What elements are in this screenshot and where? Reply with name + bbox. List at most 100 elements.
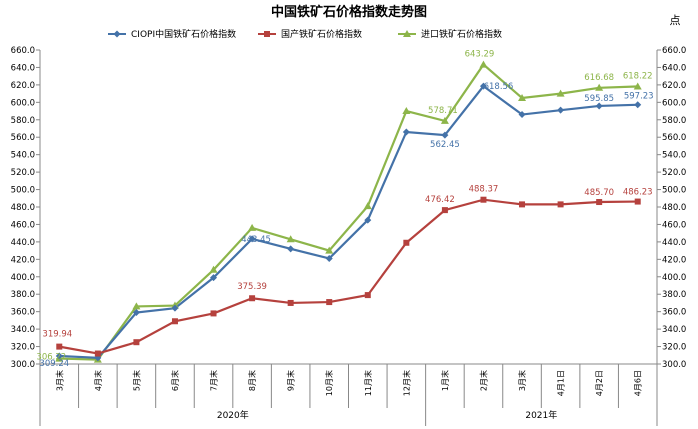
data-point — [402, 107, 411, 115]
data-point — [209, 265, 218, 273]
data-point — [518, 93, 527, 101]
data-point — [325, 254, 333, 262]
data-label: 597.23 — [624, 92, 654, 102]
y-tick-label: 360.0 — [662, 308, 686, 318]
y-tick-label: 420.0 — [11, 255, 35, 265]
y-tick-label: 440.0 — [662, 238, 686, 248]
y-tick-label: 380.0 — [662, 290, 686, 300]
y-tick-label: 440.0 — [11, 238, 35, 248]
y-tick-label: 660.0 — [662, 46, 686, 56]
y-tick-label: 300.0 — [662, 360, 686, 370]
y-tick-label: 600.0 — [11, 98, 35, 108]
data-point — [595, 102, 603, 110]
data-label: 643.29 — [465, 50, 495, 60]
y-tick-label: 540.0 — [662, 151, 686, 161]
x-category-label: 4月末 — [93, 370, 103, 391]
data-point — [557, 201, 564, 208]
y-tick-label: 340.0 — [11, 325, 35, 335]
y-tick-label: 500.0 — [662, 186, 686, 196]
data-point — [325, 246, 334, 254]
data-label: 486.23 — [623, 188, 653, 198]
x-category-label: 10月末 — [324, 370, 334, 396]
data-label: 476.42 — [425, 195, 455, 205]
data-labels: 309.24 443.45 562.45 618.56 595.85 597.23 319.… — [36, 50, 653, 369]
legend-label: 国产铁矿石价格指数 — [281, 28, 362, 40]
y-axis-left: 300.0 320.0 340.0 360.0 380.0 400.0 420.0 440.0… — [11, 46, 41, 370]
data-point — [113, 30, 121, 38]
x-category-label: 1月末 — [440, 370, 450, 391]
y-tick-label: 340.0 — [662, 325, 686, 335]
data-label: 375.39 — [237, 282, 267, 292]
data-point — [402, 128, 410, 136]
x-category-label: 2月末 — [478, 370, 488, 391]
data-point — [55, 352, 63, 360]
data-point — [556, 89, 565, 97]
y-tick-label: 640.0 — [662, 63, 686, 73]
y-tick-label: 640.0 — [11, 63, 35, 73]
y-tick-label: 400.0 — [11, 273, 35, 283]
series-line — [59, 62, 638, 361]
data-point — [210, 274, 218, 282]
y-tick-label: 320.0 — [11, 343, 35, 353]
data-point — [441, 207, 448, 214]
data-point — [363, 202, 372, 210]
data-point — [287, 299, 294, 306]
x-category-label: 7月末 — [209, 370, 219, 391]
data-point — [132, 302, 141, 310]
y-tick-label: 580.0 — [11, 116, 35, 126]
data-point — [248, 235, 256, 243]
data-point — [94, 350, 101, 357]
data-label: 618.56 — [484, 82, 514, 92]
y-tick-label: 320.0 — [662, 343, 686, 353]
data-point — [479, 60, 488, 68]
data-point — [634, 101, 642, 109]
x-category-label: 5月末 — [131, 370, 141, 391]
legend: CIOPI中国铁矿石价格指数 国产铁矿石价格指数 进口铁矿石价格指数 — [108, 28, 502, 40]
data-label: 578.71 — [428, 106, 458, 116]
y-tick-label: 360.0 — [11, 308, 35, 318]
y-tick-label: 460.0 — [662, 220, 686, 230]
data-point — [403, 239, 410, 246]
data-point — [557, 106, 565, 114]
data-point — [440, 116, 449, 124]
x-category-label: 4月6日 — [634, 370, 643, 396]
data-point — [634, 198, 641, 205]
data-point — [480, 196, 487, 203]
x-category-label: 3月末 — [517, 370, 527, 391]
plot-series — [55, 60, 642, 363]
data-point — [249, 295, 256, 302]
data-point — [326, 299, 333, 306]
data-label: 562.45 — [430, 140, 460, 150]
x-category-label: 4月2日 — [595, 370, 604, 396]
chart-title: 中国铁矿石价格指数走势图 — [271, 4, 427, 20]
x-category-label: 3月末 — [54, 370, 64, 391]
x-category-label: 9月末 — [286, 370, 296, 391]
y-tick-label: 520.0 — [11, 168, 35, 178]
data-point — [479, 82, 487, 90]
y-tick-label: 540.0 — [11, 151, 35, 161]
year-label: 2021年 — [525, 409, 557, 421]
x-category-label: 6月末 — [170, 370, 180, 391]
y-tick-label: 480.0 — [11, 203, 35, 213]
data-point — [133, 339, 140, 346]
data-point — [56, 343, 63, 350]
unit-label: 点 — [670, 14, 681, 27]
data-point — [171, 318, 178, 325]
data-point — [519, 201, 526, 208]
data-point — [633, 82, 642, 90]
y-tick-label: 600.0 — [662, 98, 686, 108]
data-point — [441, 131, 449, 139]
data-label: 485.70 — [584, 188, 614, 198]
x-category-label: 8月末 — [247, 370, 257, 391]
y-tick-label: 400.0 — [662, 273, 686, 283]
data-label: 443.45 — [241, 235, 271, 245]
data-point — [132, 309, 140, 317]
data-point — [286, 235, 295, 243]
data-point — [287, 245, 295, 253]
data-label: 309.24 — [39, 359, 69, 369]
data-point — [595, 83, 604, 91]
data-point — [171, 304, 179, 312]
y-tick-label: 560.0 — [11, 133, 35, 143]
data-point — [264, 31, 270, 37]
